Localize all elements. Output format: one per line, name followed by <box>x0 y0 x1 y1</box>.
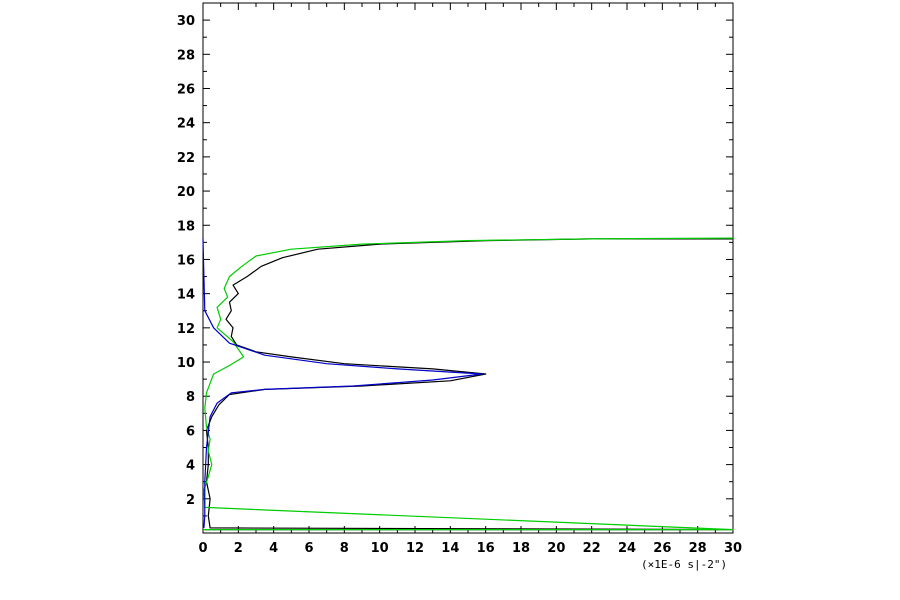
series-line-1 <box>203 237 734 531</box>
y-tick-label: 2 <box>186 493 195 508</box>
y-tick-label: 10 <box>177 356 195 371</box>
y-tick-label: 20 <box>177 185 195 200</box>
y-tick-label: 16 <box>177 253 195 268</box>
x-tick-label: 14 <box>441 541 459 556</box>
x-tick-label: 8 <box>340 541 349 556</box>
x-tick-label: 4 <box>269 541 278 556</box>
y-tick-label: 6 <box>186 424 195 439</box>
x-tick-label: 16 <box>477 541 495 556</box>
y-tick-label: 22 <box>177 151 195 166</box>
x-tick-label: 30 <box>724 541 742 556</box>
y-tick-label: 18 <box>177 219 195 234</box>
tick-labels: 0 2 4 6 8 10 12 14 16 18 20 22 24 26 28 302468101214161… <box>177 14 742 556</box>
y-tick-label: 24 <box>177 117 195 132</box>
axis-ticks <box>202 3 734 533</box>
x-tick-label: 2 <box>234 541 243 556</box>
x-tick-label: 12 <box>406 541 424 556</box>
y-tick-label: 14 <box>177 288 195 303</box>
x-tick-label: 18 <box>512 541 530 556</box>
x-tick-label: 26 <box>653 541 671 556</box>
x-tick-label: 24 <box>618 541 636 556</box>
y-tick-label: 26 <box>177 82 195 97</box>
plot-frame <box>202 2 734 534</box>
y-tick-label: 30 <box>177 14 195 29</box>
series-group <box>202 237 734 531</box>
y-tick-label: 12 <box>177 322 195 337</box>
x-tick-label: 0 <box>198 541 207 556</box>
x-tick-label: 28 <box>689 541 707 556</box>
x-tick-label: 22 <box>583 541 601 556</box>
x-tick-label: 10 <box>371 541 389 556</box>
y-tick-label: 4 <box>186 459 195 474</box>
series-line-0 <box>204 238 734 531</box>
y-tick-label: 8 <box>186 390 195 405</box>
x-tick-label: 6 <box>304 541 313 556</box>
series-line-2 <box>202 238 483 528</box>
y-tick-label: 28 <box>177 48 195 63</box>
x-tick-label: 20 <box>547 541 565 556</box>
x-unit-label: (×1E-6 s|-2") <box>641 558 727 571</box>
